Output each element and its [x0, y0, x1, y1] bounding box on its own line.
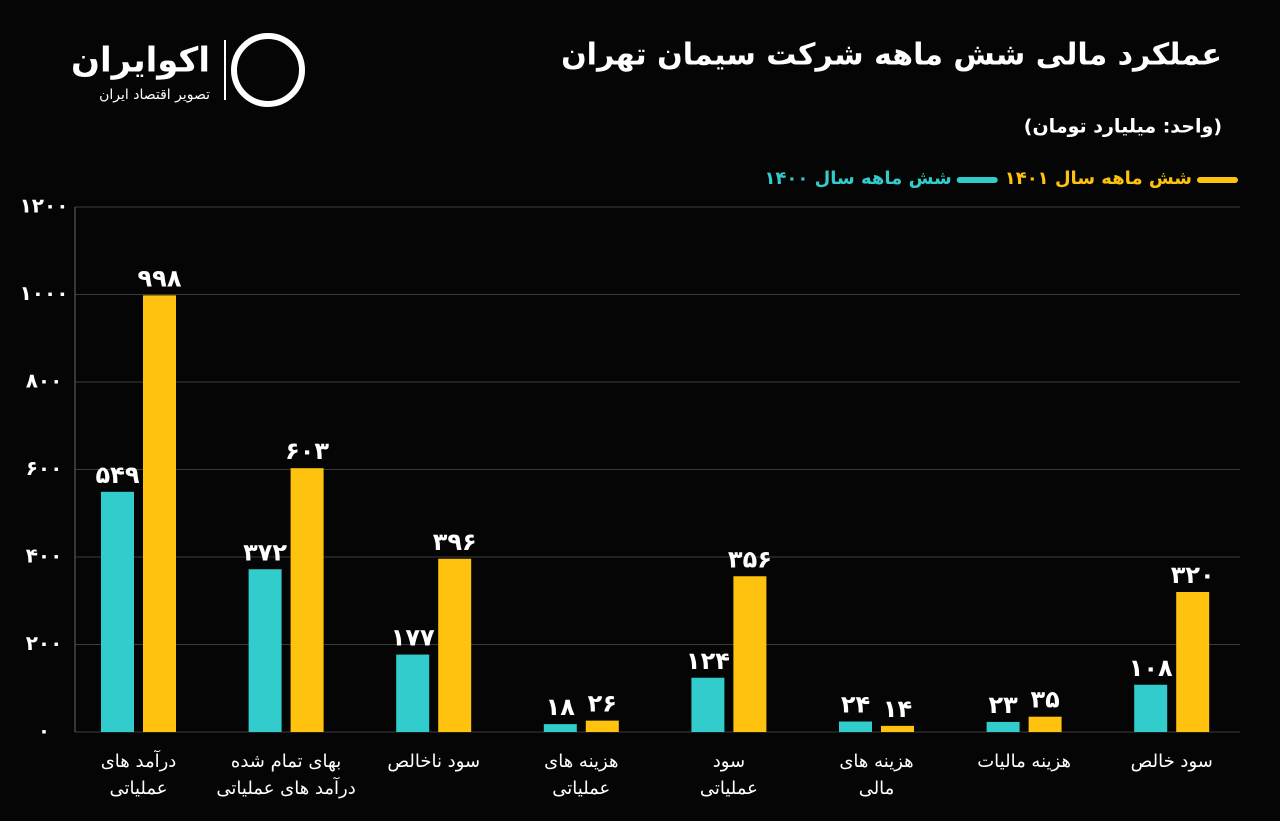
bar	[986, 721, 1020, 732]
x-tick-label: عملیاتی	[109, 778, 167, 799]
bar	[733, 576, 767, 732]
x-tick-label: مالی	[859, 778, 895, 799]
x-tick-label: درآمد های عملیاتی	[216, 776, 355, 799]
value-label: ۳۹۶	[433, 528, 477, 556]
value-label: ۱۰۸	[1129, 654, 1173, 682]
x-tick-label: عملیاتی	[552, 778, 610, 799]
x-tick-label: سود ناخالص	[387, 751, 480, 772]
value-label: ۹۹۸	[138, 264, 182, 292]
x-tick-label: هزینه های	[839, 751, 913, 772]
value-label: ۲۶	[588, 690, 617, 718]
y-tick-label: ۰	[38, 719, 50, 743]
bar	[396, 654, 430, 732]
bar	[1134, 684, 1168, 732]
bar	[691, 677, 725, 732]
x-tick-label: سود خالص	[1131, 751, 1213, 772]
bar	[143, 295, 176, 732]
legend-label: شش ماهه سال ۱۴۰۱	[1005, 168, 1192, 189]
y-tick-label: ۱۲۰۰	[20, 194, 69, 218]
value-label: ۱۷۷	[391, 624, 435, 652]
x-tick-label: عملیاتی	[700, 778, 758, 799]
y-tick-label: ۸۰۰	[26, 369, 63, 393]
x-tick-label: درآمد های	[101, 749, 177, 772]
bar	[881, 725, 914, 732]
value-label: ۵۴۹	[96, 461, 140, 489]
chart-subtitle: (واحد: میلیارد تومان)	[1024, 116, 1222, 138]
value-label: ۲۳	[988, 691, 1018, 719]
chart-title: عملکرد مالی شش ماهه شرکت سیمان تهران	[561, 38, 1222, 73]
x-tick-label: سود	[713, 751, 745, 772]
y-tick-label: ۱۰۰۰	[20, 281, 69, 305]
bar	[585, 720, 619, 732]
brand-tagline: تصویر اقتصاد ایران	[99, 87, 210, 103]
bar	[543, 724, 577, 732]
bar	[839, 721, 872, 732]
y-tick-label: ۶۰۰	[26, 456, 63, 480]
value-label: ۳۲۰	[1171, 561, 1215, 589]
value-label: ۱۲۴	[686, 647, 730, 675]
bar	[1176, 592, 1210, 732]
bar	[1028, 716, 1062, 732]
value-label: ۳۵	[1030, 686, 1059, 714]
value-label: ۶۰۳	[285, 437, 329, 465]
logo: اکوایران تصویر اقتصاد ایران	[71, 33, 305, 107]
logo-icon	[231, 33, 305, 107]
x-tick-label: بهای تمام شده	[231, 751, 341, 772]
legend-label: شش ماهه سال ۱۴۰۰	[764, 168, 951, 189]
x-tick-label: هزینه های	[544, 751, 618, 772]
value-label: ۳۵۶	[728, 545, 772, 573]
bar	[438, 558, 472, 732]
bar	[101, 491, 134, 732]
value-label: ۲۴	[841, 691, 870, 719]
value-label: ۱۸	[546, 693, 576, 721]
value-label: ۱۴	[883, 695, 912, 723]
value-label: ۳۷۲	[243, 538, 287, 566]
y-tick-label: ۴۰۰	[26, 544, 63, 568]
bar	[248, 569, 282, 732]
x-tick-label: هزینه مالیات	[977, 751, 1071, 772]
y-tick-label: ۲۰۰	[26, 631, 63, 655]
bar	[290, 468, 324, 732]
brand-name: اکوایران	[71, 41, 210, 81]
